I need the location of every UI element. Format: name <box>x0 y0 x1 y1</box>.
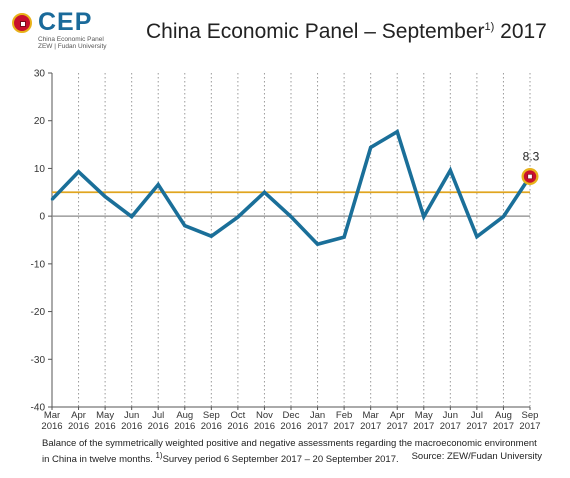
y-tick-label: -40 <box>31 403 46 414</box>
data-point <box>157 183 160 186</box>
last-point-marker-center <box>527 174 533 180</box>
x-tick-label-year: 2016 <box>227 421 248 432</box>
x-tick-label-year: 2017 <box>519 421 540 432</box>
vertical-gridlines <box>78 73 531 407</box>
x-tick-label-year: 2017 <box>413 421 434 432</box>
x-tick-label-month: Jul <box>471 410 483 421</box>
x-tick-label-month: Jun <box>443 410 458 421</box>
y-tick-label: 20 <box>34 116 46 127</box>
x-tick-label-year: 2017 <box>440 421 461 432</box>
x-tick-label-month: Jan <box>310 410 325 421</box>
x-tick-label-year: 2017 <box>387 421 408 432</box>
y-tick-label: 30 <box>34 69 46 80</box>
x-tick-label-year: 2016 <box>68 421 89 432</box>
last-point-label: 8.3 <box>523 150 540 164</box>
data-point <box>422 215 425 218</box>
x-tick-label-month: Sep <box>522 410 539 421</box>
x-tick-label-month: Apr <box>71 410 86 421</box>
footnote-mark: 1) <box>155 451 163 460</box>
data-point <box>77 170 80 173</box>
logo-wordmark: CEP <box>38 8 93 36</box>
footnote-text: Balance of the symmetrically weighted po… <box>42 438 537 466</box>
x-tick-label-month: Feb <box>336 410 352 421</box>
x-tick-label-month: Aug <box>176 410 193 421</box>
data-point <box>50 198 54 201</box>
x-tick-label-year: 2016 <box>121 421 142 432</box>
data-point <box>183 224 186 227</box>
chart-title-footnote-mark: 1) <box>484 21 495 33</box>
cep-logo: CEP China Economic Panel ZEW | Fudan Uni… <box>12 8 122 50</box>
x-tick-label-year: 2016 <box>41 421 62 432</box>
x-tick-label-year: 2017 <box>360 421 381 432</box>
x-tick-label-year: 2016 <box>95 421 116 432</box>
x-tick-label-year: 2016 <box>280 421 301 432</box>
logo-subtitle-1: China Economic Panel <box>38 36 104 43</box>
x-tick-label-month: Nov <box>256 410 273 421</box>
x-tick-label-year: 2017 <box>307 421 328 432</box>
x-tick-label-month: May <box>415 410 433 421</box>
x-tick-label-month: May <box>96 410 114 421</box>
chart-title: China Economic Panel – September1) 2017 <box>146 20 547 44</box>
data-point <box>236 215 240 219</box>
data-point <box>342 235 346 239</box>
y-tick-label: -30 <box>31 355 46 366</box>
x-tick-label-month: Dec <box>283 410 300 421</box>
logo-subtitle-2: ZEW | Fudan University <box>38 43 107 50</box>
series-line <box>50 128 532 247</box>
chart-title-main: China Economic Panel – September <box>146 20 485 43</box>
x-tick-label-month: Oct <box>230 410 245 421</box>
data-point <box>369 146 372 149</box>
plot-marks: 8.3 <box>50 130 540 246</box>
data-point <box>210 234 213 238</box>
chart-title-year: 2017 <box>494 20 547 43</box>
data-point <box>316 243 319 246</box>
logo-seal-icon <box>12 13 32 33</box>
x-tick-label-year: 2016 <box>254 421 275 432</box>
x-axis: Mar2016Apr2016May2016Jun2016Jul2016Aug20… <box>41 406 541 432</box>
plot-lines <box>50 128 532 247</box>
x-tick-label-year: 2016 <box>148 421 169 432</box>
y-tick-label: -10 <box>31 259 46 270</box>
data-point <box>396 130 399 133</box>
x-tick-label-month: Jun <box>124 410 139 421</box>
x-tick-label-year: 2017 <box>334 421 355 432</box>
x-tick-label-month: Mar <box>44 410 60 421</box>
footnote-survey-period: Survey period 6 September 2017 – 20 Sept… <box>162 454 399 466</box>
x-tick-label-month: Apr <box>390 410 405 421</box>
x-tick-label-year: 2017 <box>493 421 514 432</box>
x-tick-label-month: Sep <box>203 410 220 421</box>
data-point <box>263 191 266 194</box>
y-tick-label: -20 <box>31 307 46 318</box>
footnote: Balance of the symmetrically weighted po… <box>42 438 546 466</box>
x-tick-label-year: 2017 <box>466 421 487 432</box>
data-point <box>130 215 133 218</box>
x-tick-label-month: Aug <box>495 410 512 421</box>
y-tick-label: 0 <box>39 212 45 223</box>
data-point <box>103 195 107 198</box>
source-note: Source: ZEW/Fudan University <box>411 451 542 462</box>
data-point <box>289 215 293 218</box>
x-tick-label-month: Jul <box>152 410 164 421</box>
x-tick-label-year: 2016 <box>201 421 222 432</box>
y-axis: 30 20 10 0 -10 -20 -30 -40 <box>31 69 53 414</box>
x-tick-label-month: Mar <box>362 410 378 421</box>
data-point <box>475 235 479 238</box>
x-tick-label-year: 2016 <box>174 421 195 432</box>
y-tick-label: 10 <box>34 164 46 175</box>
data-point <box>502 215 505 218</box>
data-point <box>449 169 452 172</box>
